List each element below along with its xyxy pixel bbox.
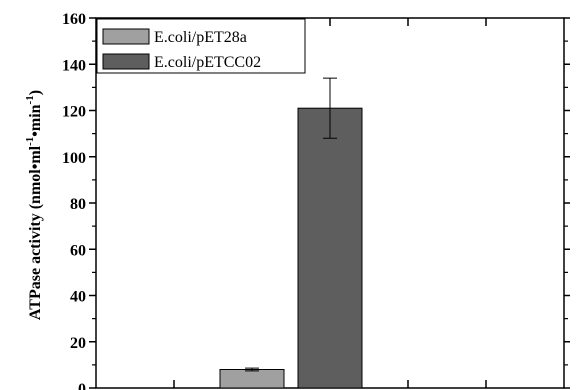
y-axis-title: ATPase activity (nmol•ml-1•min-1) bbox=[24, 90, 44, 320]
legend: E.coli/pET28a E.coli/pETCC02 bbox=[96, 18, 306, 74]
legend-label-petcc02: E.coli/pETCC02 bbox=[154, 54, 261, 71]
y-axis-title-sup-1: -1 bbox=[24, 137, 36, 146]
y-axis-title-sup-2: -1 bbox=[24, 95, 36, 104]
y-axis-title-ml: ml bbox=[27, 145, 44, 163]
y-axis-ticks: 0 20 40 60 80 100 120 140 160 bbox=[62, 11, 570, 390]
y-axis-title-main: ATPase activity (nmol bbox=[27, 169, 44, 320]
y-tick-label: 120 bbox=[62, 104, 86, 121]
y-tick-label: 100 bbox=[62, 150, 86, 167]
bar-petcc02 bbox=[297, 107, 363, 389]
y-axis-title-close: ) bbox=[27, 90, 44, 95]
y-axis-title-min: min bbox=[27, 104, 44, 131]
y-tick-label: 60 bbox=[70, 242, 86, 259]
y-tick-label: 160 bbox=[62, 11, 86, 28]
y-tick-label: 140 bbox=[62, 57, 86, 74]
y-tick-label: 20 bbox=[70, 335, 86, 352]
y-axis-title-dot-2: • bbox=[27, 131, 44, 137]
y-tick-label: 0 bbox=[78, 381, 86, 390]
y-tick-label: 40 bbox=[70, 289, 86, 306]
legend-label-pet28a: E.coli/pET28a bbox=[154, 29, 247, 46]
bar-pet28a bbox=[219, 369, 285, 389]
error-bars bbox=[245, 77, 337, 372]
y-axis-title-dot-1: • bbox=[27, 164, 44, 170]
legend-swatch-petcc02 bbox=[102, 53, 150, 70]
bars bbox=[219, 107, 363, 389]
y-tick-label: 80 bbox=[70, 196, 86, 213]
legend-swatch-pet28a bbox=[102, 28, 150, 45]
